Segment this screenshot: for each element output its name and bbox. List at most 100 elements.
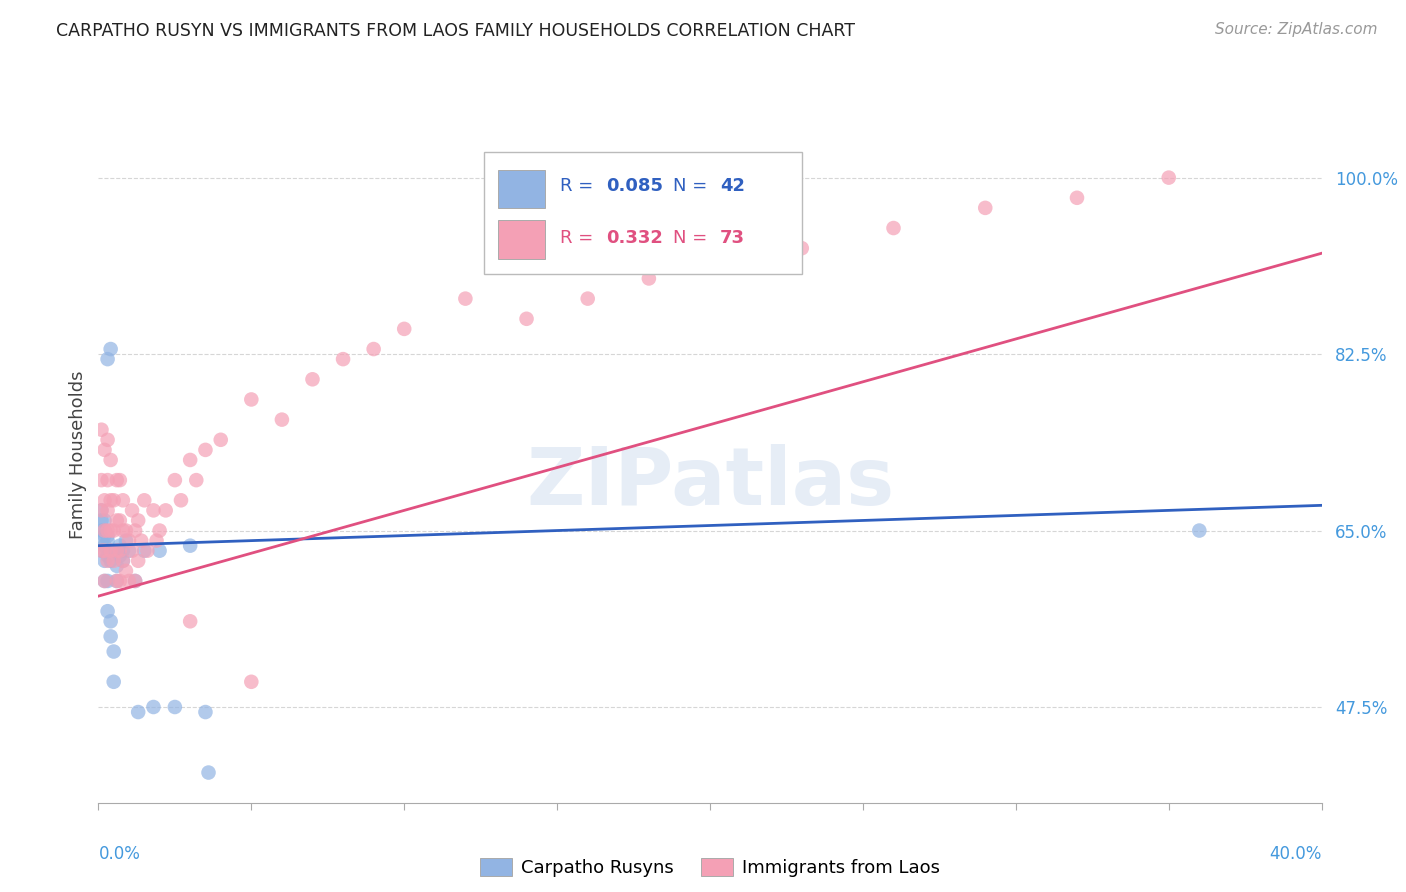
Text: 73: 73 <box>720 229 745 247</box>
Point <box>699 252 721 266</box>
Point <box>100 615 122 629</box>
Point <box>149 524 172 538</box>
Legend: Carpatho Rusyns, Immigrants from Laos: Carpatho Rusyns, Immigrants from Laos <box>472 851 948 884</box>
Point <box>209 433 232 447</box>
Point <box>90 473 112 487</box>
Point <box>100 493 122 508</box>
Point <box>105 473 128 487</box>
Point <box>90 533 112 548</box>
Point <box>363 342 385 356</box>
Point <box>105 513 128 527</box>
Point <box>134 543 156 558</box>
Point <box>93 524 115 538</box>
Point <box>97 554 120 568</box>
Point <box>90 524 112 538</box>
Text: N =: N = <box>673 229 713 247</box>
Point <box>103 543 125 558</box>
Point <box>93 442 115 457</box>
Point <box>93 493 115 508</box>
Point <box>97 528 120 542</box>
Point <box>90 543 112 558</box>
Point <box>576 292 599 306</box>
Point <box>118 543 141 558</box>
Point <box>97 503 120 517</box>
Text: ZIPatlas: ZIPatlas <box>526 443 894 522</box>
Point <box>93 524 115 538</box>
Point <box>883 221 905 235</box>
Text: Source: ZipAtlas.com: Source: ZipAtlas.com <box>1215 22 1378 37</box>
Point <box>93 543 115 558</box>
Point <box>100 524 122 538</box>
Point <box>118 574 141 588</box>
Point <box>186 473 208 487</box>
Point <box>97 549 120 563</box>
Point <box>163 473 186 487</box>
Point <box>149 543 172 558</box>
Text: N =: N = <box>673 177 713 194</box>
Point <box>111 493 134 508</box>
Point <box>118 533 141 548</box>
Point <box>90 543 112 558</box>
Point <box>332 352 354 367</box>
Point <box>127 554 149 568</box>
Point <box>111 524 134 538</box>
FancyBboxPatch shape <box>498 169 546 208</box>
Point <box>179 453 201 467</box>
Point <box>103 674 125 689</box>
Point <box>454 292 477 306</box>
Point <box>97 574 120 588</box>
Point <box>142 503 165 517</box>
Point <box>90 503 112 517</box>
Point <box>105 543 128 558</box>
Point <box>108 513 131 527</box>
Point <box>1066 191 1088 205</box>
Point <box>270 412 292 426</box>
Point <box>127 705 149 719</box>
Point <box>108 549 131 563</box>
Point <box>97 473 120 487</box>
Point <box>145 533 167 548</box>
Point <box>179 615 201 629</box>
Point <box>301 372 323 386</box>
Point <box>108 574 131 588</box>
Point <box>197 765 219 780</box>
Y-axis label: Family Households: Family Households <box>69 371 87 539</box>
Point <box>392 322 416 336</box>
Point <box>124 574 146 588</box>
Point <box>108 473 131 487</box>
Point <box>194 705 217 719</box>
Point <box>516 311 538 326</box>
Point <box>97 604 120 618</box>
Point <box>103 644 125 658</box>
Point <box>179 539 201 553</box>
Point <box>124 524 146 538</box>
Point <box>124 574 146 588</box>
Point <box>103 493 125 508</box>
Point <box>240 674 263 689</box>
Point <box>1188 524 1211 538</box>
Point <box>111 554 134 568</box>
Point <box>93 528 115 542</box>
Point <box>790 241 813 255</box>
Point <box>90 503 112 517</box>
Point <box>93 554 115 568</box>
Point <box>100 554 122 568</box>
Point <box>127 513 149 527</box>
Point <box>105 558 128 573</box>
Point <box>111 543 134 558</box>
Point <box>121 543 143 558</box>
Point <box>115 533 138 548</box>
Point <box>90 513 112 527</box>
Text: 0.332: 0.332 <box>606 229 664 247</box>
Point <box>100 453 122 467</box>
Point <box>97 524 120 538</box>
Point <box>108 539 131 553</box>
FancyBboxPatch shape <box>498 220 546 259</box>
Point <box>103 524 125 538</box>
Point <box>194 442 217 457</box>
Text: R =: R = <box>560 177 599 194</box>
Text: 0.0%: 0.0% <box>98 845 141 863</box>
Point <box>108 543 131 558</box>
Point <box>93 574 115 588</box>
Point <box>105 574 128 588</box>
